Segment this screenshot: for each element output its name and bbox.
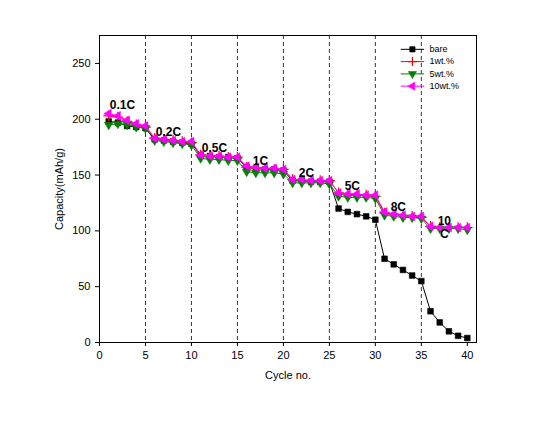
svg-text:0: 0	[84, 336, 90, 348]
svg-text:40: 40	[461, 349, 473, 361]
svg-text:8C: 8C	[391, 200, 407, 214]
svg-text:50: 50	[78, 280, 90, 292]
svg-text:bare: bare	[429, 44, 447, 54]
svg-text:5: 5	[142, 349, 148, 361]
svg-text:10wt.%: 10wt.%	[429, 81, 459, 91]
svg-text:20: 20	[277, 349, 289, 361]
svg-text:5C: 5C	[345, 179, 361, 193]
svg-text:1wt.%: 1wt.%	[429, 56, 454, 66]
svg-text:100: 100	[72, 224, 90, 236]
svg-text:200: 200	[72, 113, 90, 125]
svg-text:Capacity(mAh/g): Capacity(mAh/g)	[53, 148, 65, 230]
svg-text:30: 30	[369, 349, 381, 361]
svg-text:2C: 2C	[299, 166, 315, 180]
svg-text:Cycle no.: Cycle no.	[265, 369, 311, 381]
svg-text:0: 0	[96, 349, 102, 361]
svg-text:0.5C: 0.5C	[202, 141, 228, 155]
svg-text:1C: 1C	[253, 154, 269, 168]
svg-text:150: 150	[72, 169, 90, 181]
svg-text:10C: 10C	[438, 214, 452, 241]
svg-text:250: 250	[72, 57, 90, 69]
svg-text:35: 35	[415, 349, 427, 361]
svg-text:5wt.%: 5wt.%	[429, 69, 454, 79]
svg-text:25: 25	[323, 349, 335, 361]
svg-text:10: 10	[185, 349, 197, 361]
svg-text:15: 15	[231, 349, 243, 361]
svg-text:0.1C: 0.1C	[110, 98, 136, 112]
svg-text:0.2C: 0.2C	[156, 125, 182, 139]
